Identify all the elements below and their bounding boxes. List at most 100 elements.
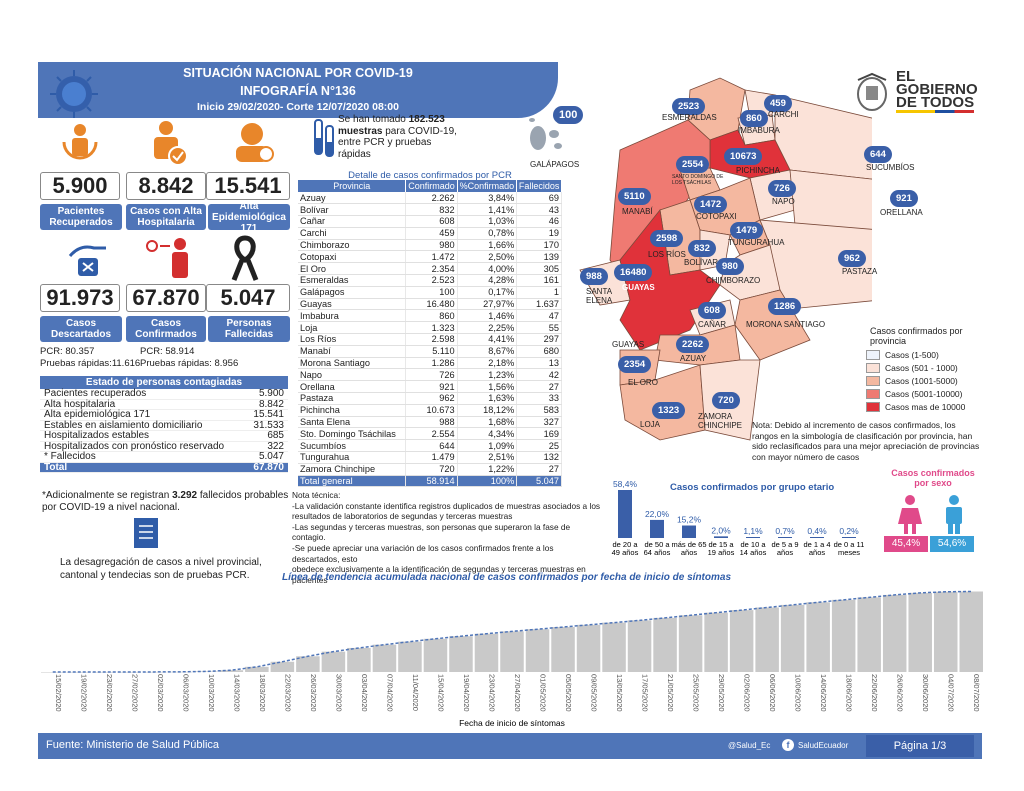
age-bar [778,537,792,538]
table-cell: Pastaza [298,392,407,405]
trend-bar [296,656,320,672]
table-cell: 132 [516,451,562,464]
twitter-handle[interactable]: @Salud_Ec [728,741,771,750]
table-cell: 327 [516,416,562,429]
table-total-cell: 5.047 [516,475,562,488]
trend-tick-label: 25/05/2020 [692,674,701,712]
trend-bar [347,647,371,672]
table-cell: 720 [405,463,458,476]
trend-bar [551,627,575,672]
table-cell: 1.286 [405,357,458,370]
status-row: Pacientes recuperados 5.900 [40,389,288,400]
table-cell: 4,41% [457,333,518,346]
table-cell: 305 [516,262,562,276]
table-cell: 1,22% [457,463,518,476]
trend-bar [270,661,295,672]
trend-bar [959,591,983,672]
trend-tick-label: 29/05/2020 [717,674,726,712]
hospital-discharge-icon [154,121,188,166]
trend-bar [857,597,881,672]
table-row: Galápagos 100 0,17% 1 [298,286,562,299]
table-total-cell: Total general [298,475,407,488]
page-subtitle: INFOGRAFÍA N°136 [240,84,356,98]
table-cell: 1,68% [457,416,518,429]
table-cell: El Oro [298,262,407,276]
legend-item: Casos mas de 10000 [866,402,965,412]
table-cell: 33 [516,392,562,405]
map-label-canar: CAÑAR [698,320,727,329]
header-banner: SITUACIÓN NACIONAL POR COVID-19 INFOGRAF… [38,62,558,118]
table-cell: 2,51% [457,451,518,464]
trend-bar [398,641,422,672]
trend-tick-label: 01/05/2020 [539,674,548,712]
trend-chart: 15/02/2020 19/02/2020 23/02/2020 27/02/2020… [41,590,983,728]
map-label-napo: NAPO [772,197,795,206]
map-region-orellana [789,169,872,230]
legend-item: Casos (1001-5000) [866,376,958,386]
table-cell: 13 [516,357,562,370]
map-label-tungurahua: TUNGURAHUA [728,238,785,247]
map-label-bolivar: BOLÍVAR [684,258,719,267]
trend-bar [474,633,499,672]
probable-deaths-note: *Adicionalmente se registran 3.292 falle… [42,490,289,513]
epi-label: Alta Epidemiológica 171 [208,201,290,234]
age-data-label: 1,1% [743,526,763,536]
trend-tick-label: 06/03/2020 [181,674,190,712]
col-confirmado: Confirmado [405,180,458,192]
age-category-label: de 20 a 49 años [612,540,639,557]
discarded-label: Casos Descartados [40,316,122,342]
trend-tick-label: 07/04/2020 [385,674,394,712]
status-row: Hospitalizados con pronóstico reservado 3… [40,441,288,452]
confirmed-label: Casos Confirmados [126,316,206,342]
table-cell: 680 [516,345,562,358]
trend-tick-label: 06/06/2020 [768,674,777,712]
table-cell: Sto. Domingo Tsáchilas [298,427,407,441]
status-label: Pacientes recuperados [44,388,147,399]
trend-bar [194,671,218,672]
map-count-manabi: 5110 [618,188,651,205]
table-cell: 161 [516,274,562,287]
table-cell: 962 [405,392,458,405]
flag-stripe [896,110,974,113]
table-cell: 988 [405,416,458,429]
test-tubes-icon [314,119,334,157]
table-row: Zamora Chinchipe 720 1,22% 27 [298,463,562,476]
document-icon [134,518,158,548]
age-data-label: 15,2% [677,515,702,525]
table-total-cell: 100% [457,475,518,488]
table-cell: 170 [516,239,562,252]
trend-tick-label: 05/05/2020 [564,674,573,712]
table-cell: Zamora Chinchipe [298,463,407,476]
table-row: Loja 1.323 2,25% 55 [298,321,562,335]
test-tube-hand-icon [68,245,106,276]
table-row: Bolívar 832 1,41% 43 [298,203,562,217]
age-bar [810,537,824,538]
discharge-label: Casos con Alta Hospitalaria [126,204,206,230]
table-cell: Santa Elena [298,416,407,429]
table-cell: 100 [405,286,458,299]
map-count-canar: 608 [698,302,726,319]
table-cell: 16.480 [405,298,458,311]
table-cell: 46 [516,215,562,228]
table-cell: Loja [298,321,407,335]
trend-bar [321,651,346,672]
table-row: Manabí 5.110 8,67% 680 [298,345,562,358]
status-title: Estado de personas contagiadas [40,376,288,389]
status-label: Hospitalizados estables [44,430,150,441]
table-cell: Orellana [298,380,407,394]
status-label: * Fallecidos [44,451,96,462]
legend-swatch [866,389,880,399]
facebook-handle[interactable]: SaludEcuador [798,741,849,750]
table-row: Napo 726 1,23% 42 [298,368,562,382]
status-total-row: Total 67.870 [40,462,288,473]
map-count-orellana: 921 [890,190,918,207]
trend-bar [500,631,524,672]
table-cell: 2.262 [405,192,458,205]
map-count-loja: 1323 [652,402,686,419]
status-panel: Estado de personas contagiadas Pacientes… [40,376,288,473]
map-label-pichincha: PICHINCHA [736,166,781,175]
table-row: Morona Santiago 1.286 2,18% 13 [298,357,562,370]
samples-text: Se han tomado 182.523 muestras para COVI… [338,114,457,160]
trend-bar [678,615,703,672]
